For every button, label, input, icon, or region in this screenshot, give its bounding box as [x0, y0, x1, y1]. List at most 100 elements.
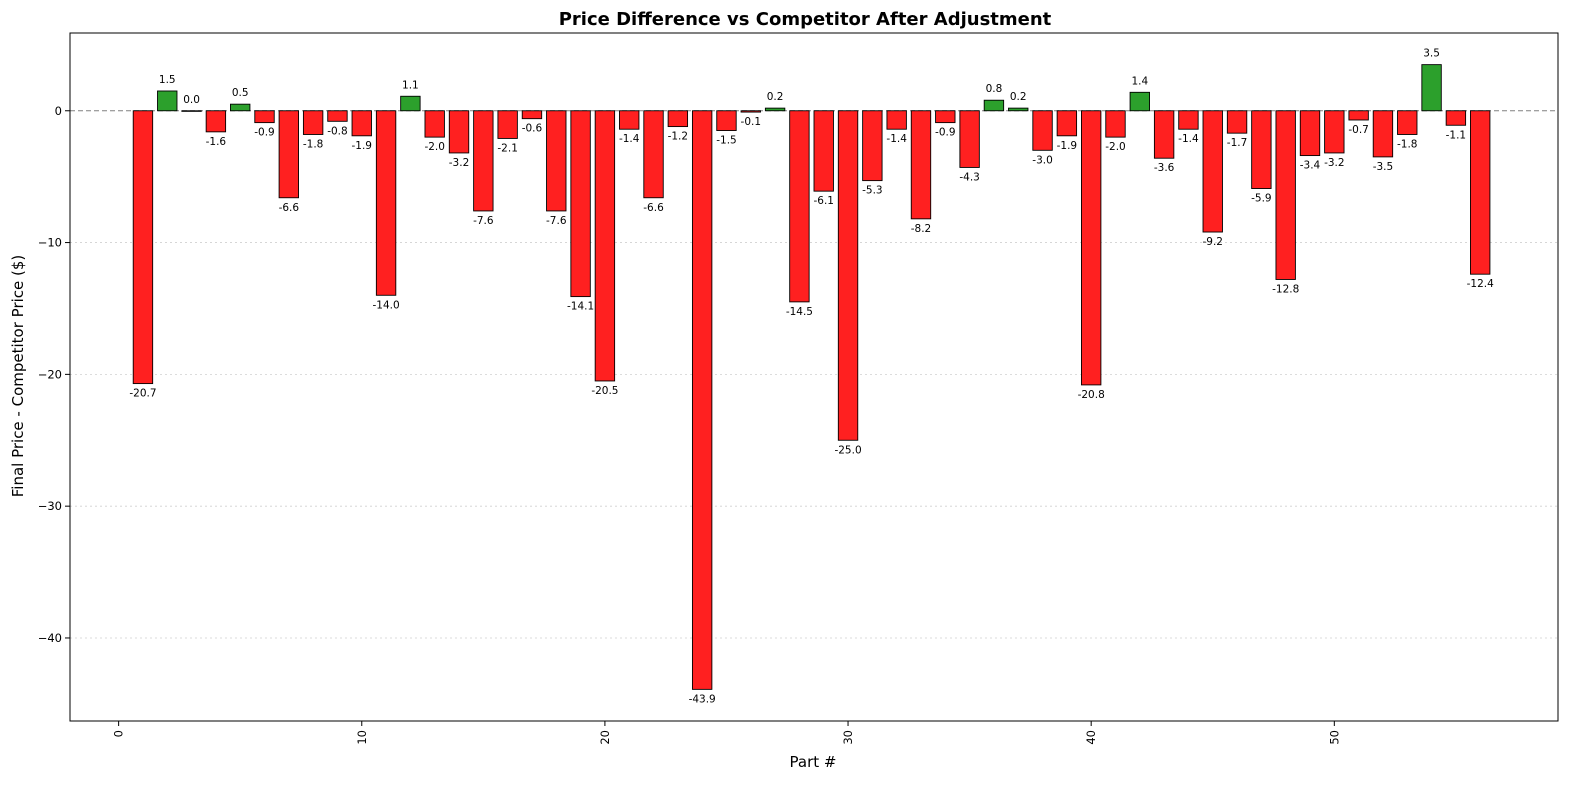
bar — [1008, 107, 1029, 112]
bar — [327, 110, 348, 122]
bar — [424, 110, 445, 138]
bar — [910, 110, 932, 220]
bar — [473, 110, 494, 212]
bar-value-label: 0.0 — [183, 94, 200, 106]
bar — [691, 110, 713, 690]
bar-value-label: -20.8 — [1078, 389, 1105, 401]
y-tick-label: −30 — [38, 499, 62, 513]
bar — [789, 110, 810, 303]
bar-value-label: -14.1 — [567, 301, 594, 313]
bar-value-label: -1.8 — [1397, 138, 1418, 150]
bar — [1324, 110, 1345, 154]
bar — [278, 110, 299, 199]
bar-value-label: 1.5 — [159, 74, 176, 86]
bar — [132, 110, 154, 385]
bar — [1178, 110, 1199, 130]
bar — [886, 110, 907, 130]
bar-value-label: 0.2 — [1010, 91, 1027, 103]
bar-value-label: -2.0 — [1105, 141, 1126, 153]
bar-value-label: -7.6 — [473, 215, 494, 227]
bar-value-label: -25.0 — [834, 444, 861, 456]
bar-value-label: -1.1 — [1446, 129, 1467, 141]
bar-value-label: -6.6 — [279, 202, 300, 214]
bar-value-label: -5.3 — [862, 185, 883, 197]
bar — [1421, 64, 1442, 112]
bar-value-label: -1.4 — [886, 133, 907, 145]
bar-value-label: -12.8 — [1272, 283, 1299, 295]
bar-value-label: -3.6 — [1154, 162, 1175, 174]
bar — [302, 110, 324, 135]
x-tick-label: 50 — [1327, 730, 1341, 745]
bar — [1153, 110, 1175, 159]
bar — [1202, 110, 1223, 233]
bar-value-label: -1.6 — [206, 136, 227, 148]
bar-value-label: -2.0 — [424, 141, 445, 153]
bar-value-label: -1.5 — [716, 135, 737, 147]
bar — [254, 110, 275, 124]
bar-value-label: -14.5 — [786, 306, 813, 318]
bar — [1275, 110, 1296, 280]
bar — [983, 99, 1005, 112]
x-tick-label: 30 — [841, 730, 855, 745]
bar — [497, 110, 518, 139]
bar — [667, 110, 689, 128]
bar-value-label: -0.7 — [1348, 124, 1369, 136]
bar — [1056, 110, 1078, 137]
bar-value-label: 0.5 — [232, 87, 249, 99]
bar — [1397, 110, 1418, 135]
bar-value-label: -1.9 — [352, 140, 373, 152]
bar — [764, 107, 786, 112]
bar — [1081, 110, 1102, 386]
chart-title: Price Difference vs Competitor After Adj… — [559, 9, 1052, 30]
bar-value-label: 3.5 — [1423, 48, 1440, 60]
bar — [716, 110, 737, 131]
bar — [400, 95, 421, 112]
bar — [1372, 110, 1394, 158]
bar — [619, 110, 640, 130]
bar — [959, 110, 980, 168]
bar — [1251, 110, 1272, 189]
bar-value-label: -20.5 — [591, 385, 618, 397]
bar-value-label: -0.8 — [327, 125, 348, 137]
bar — [181, 110, 202, 112]
bar — [1032, 110, 1053, 151]
bar — [935, 110, 956, 124]
x-tick-label: 20 — [598, 730, 612, 745]
bar-value-label: -6.6 — [643, 202, 664, 214]
bar-value-label: -20.7 — [129, 388, 156, 400]
bar-value-label: -4.3 — [959, 171, 980, 183]
y-tick-label: 0 — [55, 104, 62, 118]
bar-value-label: 1.4 — [1131, 75, 1148, 87]
bar-value-label: 0.2 — [767, 91, 784, 103]
bar-value-label: -3.5 — [1373, 161, 1394, 173]
bar — [157, 90, 178, 112]
bar-value-label: -14.0 — [372, 299, 399, 311]
bar-value-label: -9.2 — [1202, 236, 1223, 248]
bar-value-label: -3.2 — [1324, 157, 1345, 169]
bar-value-label: -2.1 — [497, 142, 518, 154]
bar-value-label: -3.2 — [449, 157, 470, 169]
bar — [205, 110, 227, 133]
bar-value-label: -8.2 — [911, 223, 932, 235]
bar — [594, 110, 616, 382]
plot-frame — [69, 32, 1559, 722]
bar — [521, 110, 543, 120]
bar-value-label: -3.4 — [1300, 160, 1321, 172]
bar — [1226, 110, 1248, 134]
bar-value-label: -1.4 — [619, 133, 640, 145]
x-axis-label: Part # — [790, 753, 837, 771]
bar — [546, 110, 567, 212]
bar — [740, 110, 761, 113]
bar — [862, 110, 883, 182]
bar — [375, 110, 397, 296]
bar — [813, 110, 834, 192]
bar-value-label: -3.0 — [1032, 154, 1053, 166]
bar-value-label: -12.4 — [1467, 278, 1494, 290]
bar-value-label: -1.4 — [1178, 133, 1199, 145]
bar — [837, 110, 859, 441]
bar-value-label: -0.9 — [935, 127, 956, 139]
bar — [230, 103, 251, 112]
bar-value-label: -1.9 — [1057, 140, 1078, 152]
y-axis-label: Final Price - Competitor Price ($) — [9, 255, 27, 498]
